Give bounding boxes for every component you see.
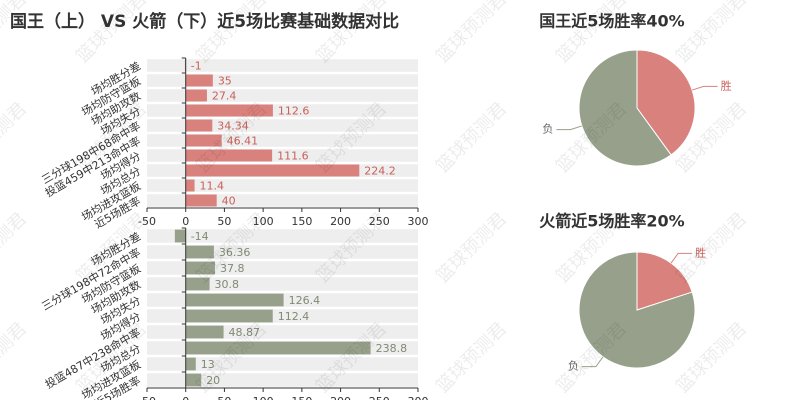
pie-title: 国王近5场胜率40% — [539, 12, 684, 31]
value-label: 112.6 — [278, 105, 310, 118]
bar-background — [147, 373, 418, 387]
bar — [185, 164, 360, 177]
x-tick-label: 250 — [369, 215, 390, 228]
pie-title: 火箭近5场胜率20% — [539, 212, 684, 231]
x-tick-label: 150 — [291, 215, 312, 228]
x-tick-label: 100 — [253, 215, 274, 228]
bar — [185, 179, 195, 192]
bar — [185, 357, 196, 371]
bar — [185, 104, 273, 117]
bar — [185, 261, 215, 275]
x-tick-label: 50 — [217, 215, 231, 228]
x-tick-label: -50 — [138, 215, 156, 228]
watermark: 篮球预测君 — [0, 209, 31, 287]
bar — [174, 229, 186, 243]
bar-background — [147, 89, 418, 102]
x-tick-label: 150 — [291, 395, 312, 400]
watermark: 篮球预测君 — [432, 0, 510, 67]
value-label: 224.2 — [364, 165, 396, 178]
value-label: 126.4 — [289, 294, 321, 307]
watermark: 篮球预测君 — [432, 209, 510, 287]
x-tick-label: -50 — [138, 395, 156, 400]
label-line — [556, 125, 582, 131]
value-label: 238.8 — [376, 342, 408, 355]
x-tick-label: 250 — [369, 395, 390, 400]
bar — [185, 149, 273, 162]
watermark: 篮球预测君 — [72, 0, 150, 67]
pie-slice — [636, 251, 693, 311]
value-label: 30.8 — [215, 278, 240, 291]
bar — [185, 341, 371, 355]
pie-slice — [578, 49, 672, 167]
value-label: 13 — [201, 358, 215, 371]
value-label: 40 — [222, 195, 236, 208]
pie-label: 胜 — [695, 245, 706, 259]
watermark: 篮球预测君 — [0, 319, 31, 397]
bar — [185, 373, 202, 387]
value-label: -1 — [191, 60, 202, 73]
bar-background — [147, 229, 418, 243]
pie-label: 胜 — [721, 78, 732, 92]
label-line — [670, 252, 693, 264]
bar — [185, 277, 210, 291]
x-tick-label: 300 — [408, 215, 429, 228]
pie-label: 负 — [542, 122, 553, 136]
value-label: 36.36 — [219, 246, 251, 259]
bar-background — [147, 179, 418, 192]
bar — [185, 245, 214, 259]
watermark: 篮球预测君 — [432, 319, 510, 397]
bar — [185, 325, 224, 339]
watermark: 篮球预测君 — [192, 0, 270, 67]
pie-label: 负 — [568, 359, 579, 373]
bar-background — [147, 357, 418, 371]
bar — [185, 74, 213, 87]
x-tick-label: 50 — [217, 395, 231, 400]
x-tick-label: 300 — [408, 395, 429, 400]
bar-background — [147, 245, 418, 259]
bar-background — [147, 119, 418, 132]
x-tick-label: 200 — [330, 395, 351, 400]
value-label: 112.4 — [278, 310, 310, 323]
value-label: 35 — [218, 75, 232, 88]
value-label: -14 — [191, 230, 209, 243]
x-tick-label: 0 — [182, 395, 189, 400]
chart-title: 国王（上） VS 火箭（下）近5场比赛基础数据对比 — [10, 11, 399, 32]
label-line — [692, 85, 718, 91]
bar-background — [147, 277, 418, 291]
bar-background — [147, 59, 418, 72]
value-label: 34.34 — [217, 120, 249, 133]
x-tick-label: 200 — [330, 215, 351, 228]
value-label: 111.6 — [277, 150, 309, 163]
bar — [185, 194, 217, 207]
value-label: 48.87 — [229, 326, 261, 339]
bar — [185, 309, 273, 323]
watermark: 篮球预测君 — [312, 0, 390, 67]
watermark: 篮球预测君 — [0, 99, 31, 177]
x-tick-label: 100 — [253, 395, 274, 400]
value-label: 46.41 — [227, 135, 258, 148]
watermark: 篮球预测君 — [432, 99, 510, 177]
watermark: 篮球预测君 — [0, 0, 31, 67]
pie-slice — [636, 49, 696, 156]
value-label: 20 — [206, 374, 220, 387]
watermark: 篮球预测君 — [672, 0, 750, 67]
bar-background — [147, 74, 418, 87]
bar — [185, 89, 207, 102]
bar — [185, 134, 222, 147]
bar — [185, 293, 284, 307]
x-tick-label: 0 — [182, 215, 189, 228]
value-label: 37.8 — [220, 262, 245, 275]
bar — [185, 119, 213, 132]
value-label: 27.4 — [212, 90, 237, 103]
value-label: 11.4 — [200, 180, 225, 193]
label-line — [581, 356, 604, 368]
